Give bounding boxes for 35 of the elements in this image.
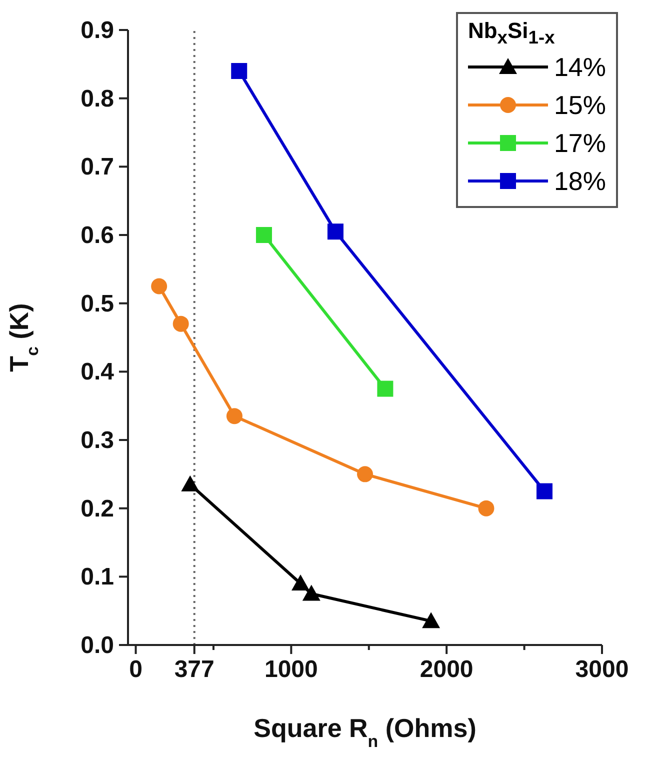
legend-label: 18%: [554, 165, 606, 198]
point: [231, 63, 248, 79]
point: [292, 574, 310, 590]
legend-label: 15%: [554, 89, 606, 122]
y-tick-label: 0.0: [80, 632, 114, 659]
x-tick-label: 377: [174, 656, 214, 683]
point: [151, 278, 168, 294]
y-tick-label: 0.5: [80, 290, 114, 318]
point: [422, 612, 440, 628]
y-tick-label: 0.9: [80, 17, 114, 44]
x-tick-label: 3000: [575, 656, 629, 683]
x-tick-label: 1000: [264, 656, 318, 683]
point: [256, 227, 272, 243]
point: [327, 224, 344, 240]
y-tick-label: 0.3: [80, 427, 114, 454]
legend-title: Nb$_{x}$Si$_{1-x}$: [468, 18, 556, 48]
legend-label: 17%: [554, 127, 606, 160]
point: [302, 584, 320, 601]
y-tick-label: 0.7: [80, 154, 114, 181]
x-tick-label: 0: [129, 656, 142, 683]
point: [226, 408, 242, 424]
x-tick-label: 2000: [420, 656, 474, 683]
y-tick-label: 0.2: [80, 495, 114, 522]
y-tick-label: 0.6: [80, 222, 114, 249]
x-axis-title: Square R$_{n}$ (Ohms): [254, 713, 476, 750]
y-tick-label: 0.8: [80, 85, 114, 112]
point: [357, 466, 373, 482]
point: [377, 380, 394, 397]
point: [172, 316, 189, 332]
point: [536, 483, 552, 500]
y-tick-label: 0.1: [80, 564, 114, 591]
point: [181, 475, 200, 492]
legend-label: 14%: [554, 51, 606, 84]
y-tick-label: 0.4: [80, 358, 115, 386]
point: [478, 500, 494, 516]
